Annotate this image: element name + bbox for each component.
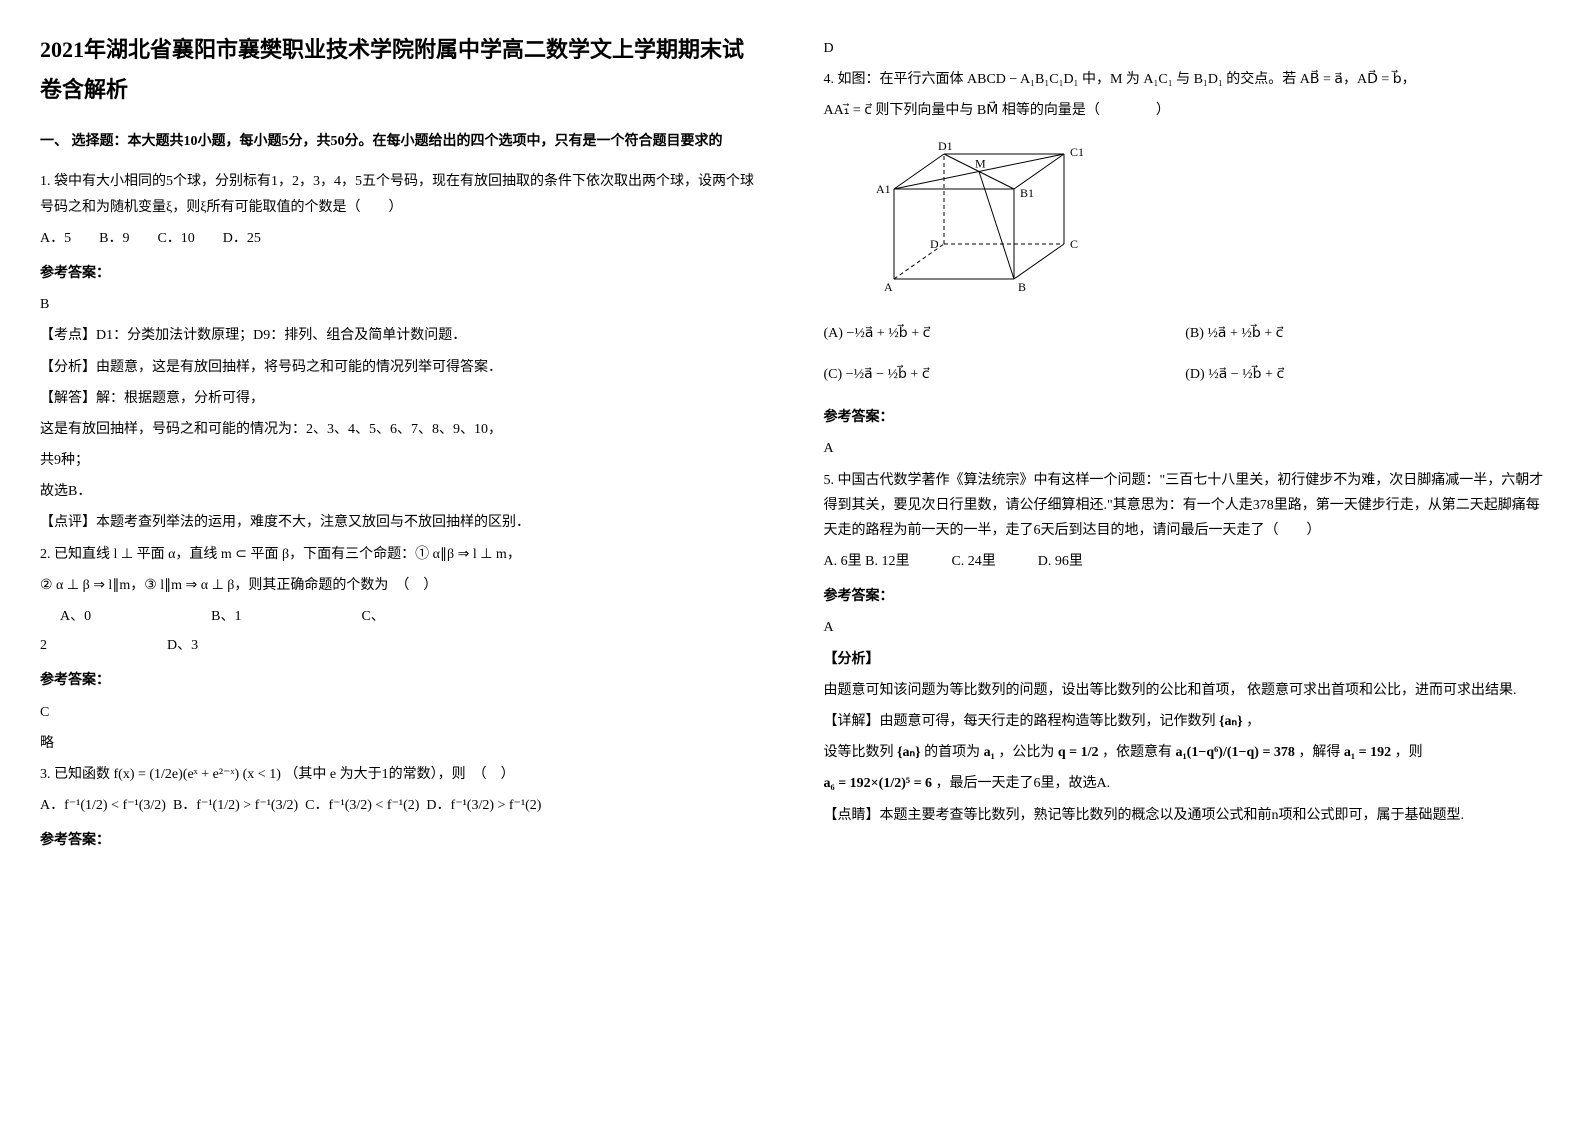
answer-label: 参考答案： xyxy=(824,405,1548,430)
xj2-pre: 设等比数列 xyxy=(824,745,894,760)
opt-label: (D) xyxy=(1185,367,1204,382)
opt-label: (B) xyxy=(1185,326,1204,341)
opt-formula: ½a⃗ − ½b⃗ + c⃗ xyxy=(1208,367,1284,382)
q4-answer: A xyxy=(824,436,1548,461)
q1-jieda-4: 故选B． xyxy=(40,479,764,504)
opt-formula: ½a⃗ + ½b⃗ + c⃗ xyxy=(1207,326,1283,341)
q5-answer: A xyxy=(824,615,1548,640)
opt-formula: −½a⃗ + ½b⃗ + c⃗ xyxy=(846,326,930,341)
cube-svg: A B C D A1 B1 C1 D1 M xyxy=(864,134,1124,294)
svg-text:D1: D1 xyxy=(938,139,953,153)
page-title: 2021年湖北省襄阳市襄樊职业技术学院附属中学高二数学文上学期期末试卷含解析 xyxy=(40,30,764,109)
opt-label: (A) xyxy=(824,326,843,341)
svg-text:C1: C1 xyxy=(1070,145,1084,159)
q2-opt-2: 2 xyxy=(40,633,47,658)
q2-stem-text: 2. 已知直线 l ⊥ 平面 α，直线 m ⊂ 平面 β，下面有三个命题：① α… xyxy=(40,547,521,562)
svg-text:D: D xyxy=(930,237,939,251)
q4-stem-2: AA₁⃗ = c⃗ 则下列向量中与 BM⃗ 相等的向量是（ ） xyxy=(824,98,1548,123)
q1-jieda-2: 这是有放回抽样，号码之和可能的情况为：2、3、4、5、6、7、8、9、10， xyxy=(40,417,764,442)
q5-xiangjie-1: 【详解】由题意可得，每天行走的路程构造等比数列，记作数列 {aₙ} ， xyxy=(824,709,1548,734)
q5-xiangjie-2: 设等比数列 {aₙ} 的首项为 a₁ ，公比为 q = 1/2 ，依题意有 a₁… xyxy=(824,740,1548,765)
q5-fenxi-label: 【分析】 xyxy=(824,647,1548,672)
q5-dianjing: 【点睛】本题主要考查等比数列，熟记等比数列的概念以及通项公式和前n项和公式即可，… xyxy=(824,803,1548,828)
q3-opt-d: f⁻¹(3/2) > f⁻¹(2) xyxy=(451,798,542,813)
q2-stem-2: ② α ⊥ β ⇒ l∥m，③ l∥m ⇒ α ⊥ β，则其正确命题的个数为 （… xyxy=(40,573,764,598)
q4-opt-c: (C) −½a⃗ − ½b⃗ + c⃗ xyxy=(824,362,1186,387)
q2-opt-d: D、3 xyxy=(167,633,198,658)
xj-pre: 【详解】由题意可得，每天行走的路程构造等比数列，记作数列 xyxy=(824,714,1216,729)
q2-stem-1: 2. 已知直线 l ⊥ 平面 α，直线 m ⊂ 平面 β，下面有三个命题：① α… xyxy=(40,542,764,567)
q4-stem-1: 4. 如图：在平行六面体 ABCD − A₁B₁C₁D₁ 中，M 为 A₁C₁ … xyxy=(824,67,1548,92)
q4-opt-b: (B) ½a⃗ + ½b⃗ + c⃗ xyxy=(1185,321,1547,346)
q2-answer: C xyxy=(40,700,764,725)
answer-label: 参考答案： xyxy=(824,584,1548,609)
xj2-mid: 的首项为 xyxy=(924,745,980,760)
q3-opt-a-label: A． xyxy=(40,798,64,813)
q2-options-row2: 2 D、3 xyxy=(40,633,764,658)
q4-options: (A) −½a⃗ + ½b⃗ + c⃗ (B) ½a⃗ + ½b⃗ + c⃗ (… xyxy=(824,313,1548,395)
xj2-an: {aₙ} xyxy=(897,745,921,760)
svg-text:A1: A1 xyxy=(876,182,891,196)
xj2-mid3: ，依题意有 xyxy=(1102,745,1172,760)
q3-answer: D xyxy=(824,36,1548,61)
answer-label: 参考答案： xyxy=(40,668,764,693)
xj-an: {aₙ} xyxy=(1219,714,1243,729)
svg-text:B1: B1 xyxy=(1020,186,1034,200)
answer-label: 参考答案： xyxy=(40,261,764,286)
q3-stem-post: （其中 e 为大于1的常数），则 （ ） xyxy=(284,767,514,782)
q5-fenxi: 由题意可知该问题为等比数列的问题，设出等比数列的公比和首项， 依题意可求出首项和… xyxy=(824,678,1548,703)
q1-answer: B xyxy=(40,292,764,317)
q3-opt-b-label: B． xyxy=(173,798,196,813)
q5-stem: 5. 中国古代数学著作《算法统宗》中有这样一个问题："三百七十八里关，初行健步不… xyxy=(824,468,1548,544)
q1-options: A．5 B．9 C．10 D．25 xyxy=(40,226,764,251)
xj2-a1: a₁ xyxy=(984,745,995,760)
q3-opt-c-label: C． xyxy=(305,798,328,813)
parallelepiped-diagram: A B C D A1 B1 C1 D1 M xyxy=(864,134,1548,303)
svg-text:C: C xyxy=(1070,237,1078,251)
xj2-mid2: ，公比为 xyxy=(998,745,1054,760)
svg-text:A: A xyxy=(884,280,893,294)
xj2-a1v: a₁ = 192 xyxy=(1344,745,1391,760)
xj2-q: q = 1/2 xyxy=(1058,745,1099,760)
q3-stem-pre: 3. 已知函数 xyxy=(40,767,110,782)
svg-text:M: M xyxy=(975,156,986,170)
xj2-end: ，则 xyxy=(1395,745,1423,760)
q3-stem: 3. 已知函数 f(x) = (1/2e)(eˣ + e²⁻ˣ) (x < 1)… xyxy=(40,762,764,787)
xj3: a₆ = 192×(1/2)⁵ = 6 xyxy=(824,776,933,791)
q1-jieda: 【解答】解：根据题意，分析可得， xyxy=(40,386,764,411)
q4-opt-a: (A) −½a⃗ + ½b⃗ + c⃗ xyxy=(824,321,1186,346)
xj3-end: ，最后一天走了6里，故选A. xyxy=(936,776,1111,791)
q5-options: A. 6里 B. 12里 C. 24里 D. 96里 xyxy=(824,549,1548,574)
q1-fenxi: 【分析】由题意，这是有放回抽样，将号码之和可能的情况列举可得答案． xyxy=(40,355,764,380)
q1-kaodian: 【考点】D1：分类加法计数原理；D9：排列、组合及简单计数问题． xyxy=(40,323,764,348)
q5-xiangjie-3: a₆ = 192×(1/2)⁵ = 6 ，最后一天走了6里，故选A. xyxy=(824,771,1548,796)
q2-opt-c: C、 xyxy=(361,604,384,629)
q2-note: 略 xyxy=(40,731,764,756)
q3-opt-c: f⁻¹(3/2) < f⁻¹(2) xyxy=(328,798,419,813)
q3-opt-b: f⁻¹(1/2) > f⁻¹(3/2) xyxy=(196,798,298,813)
q3-formula: f(x) = (1/2e)(eˣ + e²⁻ˣ) (x < 1) xyxy=(114,767,281,782)
q4-opt-d: (D) ½a⃗ − ½b⃗ + c⃗ xyxy=(1185,362,1547,387)
xj2-mid4: ，解得 xyxy=(1298,745,1340,760)
q3-options: A．f⁻¹(1/2) < f⁻¹(3/2) B．f⁻¹(1/2) > f⁻¹(3… xyxy=(40,793,764,818)
q3-opt-a: f⁻¹(1/2) < f⁻¹(3/2) xyxy=(64,798,166,813)
q3-opt-d-label: D． xyxy=(426,798,450,813)
q2-opt-a: A、0 xyxy=(60,604,91,629)
q1-jieda-3: 共9种； xyxy=(40,448,764,473)
q2-options-row1: A、0 B、1 C、 xyxy=(40,604,764,629)
q2-opt-b: B、1 xyxy=(211,604,241,629)
q1-stem: 1. 袋中有大小相同的5个球，分别标有1，2，3，4，5五个号码，现在有放回抽取… xyxy=(40,169,764,219)
opt-label: (C) xyxy=(824,367,843,382)
xj2-sum: a₁(1−q⁶)/(1−q) = 378 xyxy=(1175,745,1294,760)
section-heading: 一、 选择题：本大题共10小题，每小题5分，共50分。在每小题给出的四个选项中，… xyxy=(40,129,764,154)
svg-text:B: B xyxy=(1018,280,1026,294)
xj-comma: ， xyxy=(1246,714,1260,729)
answer-label: 参考答案： xyxy=(40,828,764,853)
opt-formula: −½a⃗ − ½b⃗ + c⃗ xyxy=(846,367,930,382)
q1-dianping: 【点评】本题考查列举法的运用，难度不大，注意又放回与不放回抽样的区别． xyxy=(40,510,764,535)
